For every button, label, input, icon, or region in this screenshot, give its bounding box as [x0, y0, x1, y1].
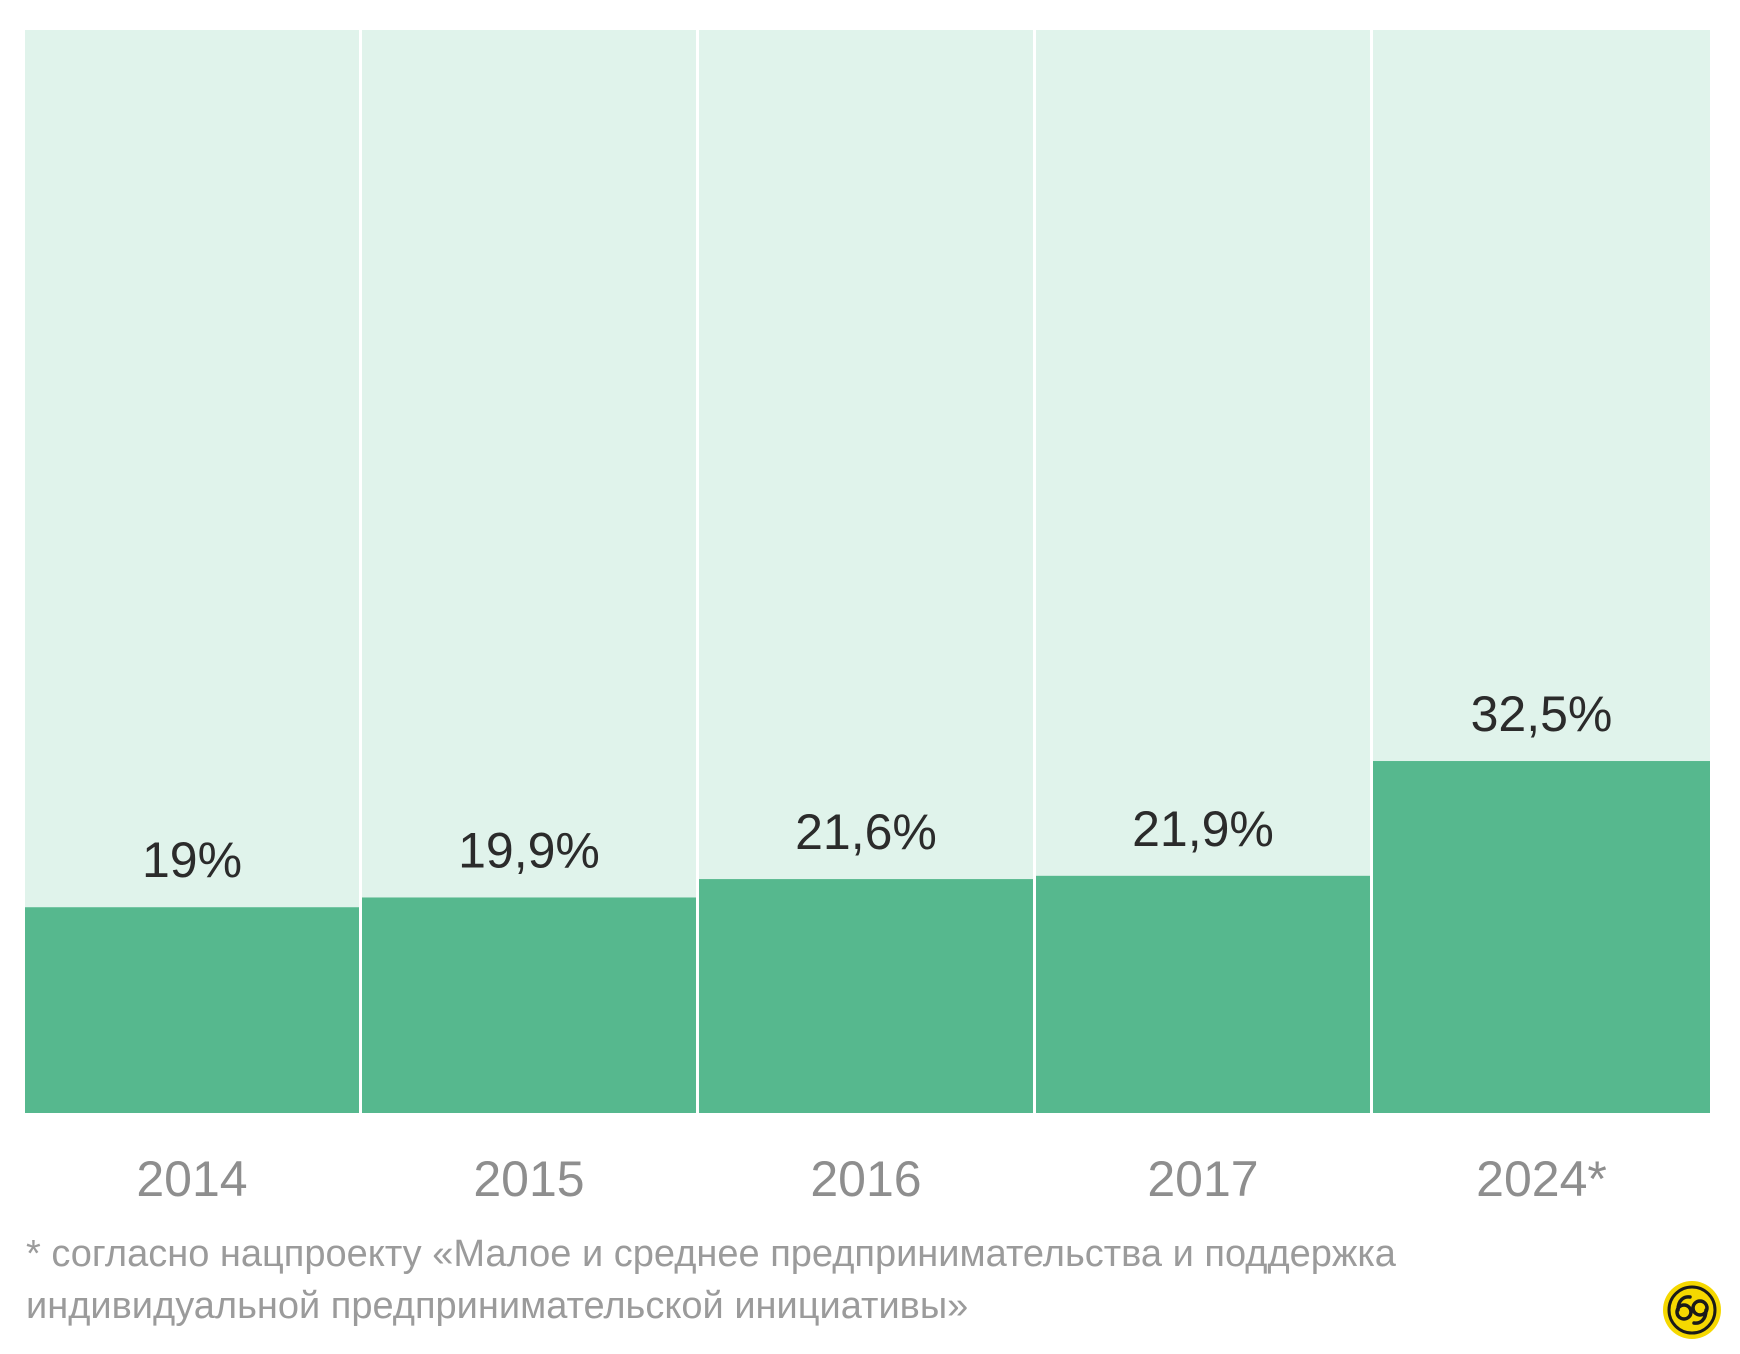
footnote: * согласно нацпроекту «Малое и среднее п…	[26, 1233, 1396, 1327]
value-label: 32,5%	[1471, 686, 1613, 742]
bar-chart: 19% 19,9% 21,6% 21,9% 32,5% 2014 2015 2016 2017…	[25, 30, 1710, 1200]
logo-icon	[1663, 1281, 1721, 1339]
value-labels: 19% 19,9% 21,6% 21,9% 32,5%	[142, 686, 1612, 888]
bar-2017	[1036, 875, 1370, 1113]
value-label: 21,9%	[1132, 801, 1274, 857]
category-label: 2014	[136, 1151, 247, 1200]
category-label: 2017	[1147, 1151, 1258, 1200]
category-labels: 2014 2015 2016 2017 2024*	[136, 1151, 1606, 1200]
bars	[25, 761, 1710, 1113]
category-label: 2024*	[1476, 1151, 1607, 1200]
bar-2024	[1373, 761, 1710, 1113]
value-label: 21,6%	[795, 804, 937, 860]
value-label: 19%	[142, 832, 242, 888]
bar-2016	[699, 879, 1033, 1113]
category-label: 2015	[473, 1151, 584, 1200]
value-label: 19,9%	[458, 822, 600, 878]
category-label: 2016	[810, 1151, 921, 1200]
bar-2015	[362, 897, 696, 1113]
bar-2014	[25, 907, 359, 1113]
